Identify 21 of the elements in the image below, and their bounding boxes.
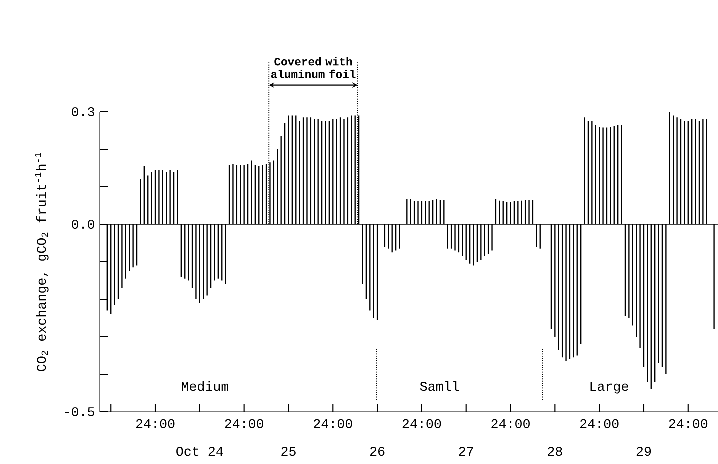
text: Oct 24 (176, 447, 224, 456)
text: 27 (459, 447, 474, 456)
x-tick-label: 24:00 (402, 419, 442, 428)
x-tick-label: 24:00 (136, 419, 175, 428)
x-tick-label: 24:00 (314, 419, 352, 428)
x-tick-label: 24:00 (669, 419, 708, 428)
text: 29 (636, 447, 652, 456)
text: 25 (282, 447, 296, 456)
y-tick-label: 0.0 (72, 220, 94, 230)
annotation: Large (590, 382, 628, 394)
annotation: Samll (420, 381, 460, 392)
x-tick-label: 24:00 (492, 419, 530, 428)
text: Covered with aluminum foil (271, 57, 356, 78)
annotation: Medium (182, 381, 229, 392)
y-tick-label: -0.5 (65, 407, 94, 417)
y-axis-title: CO$_{2}$ exchange, gCO$_{2}$ fruit$^{-1}$h$^{-1}$ (35, 152, 49, 372)
text: 28 (548, 447, 562, 456)
y-tick-label: 0.3 (72, 107, 94, 117)
x-tick-label: 24:00 (580, 419, 619, 428)
text: 26 (370, 447, 385, 456)
x-tick-label: 24:00 (225, 419, 264, 428)
